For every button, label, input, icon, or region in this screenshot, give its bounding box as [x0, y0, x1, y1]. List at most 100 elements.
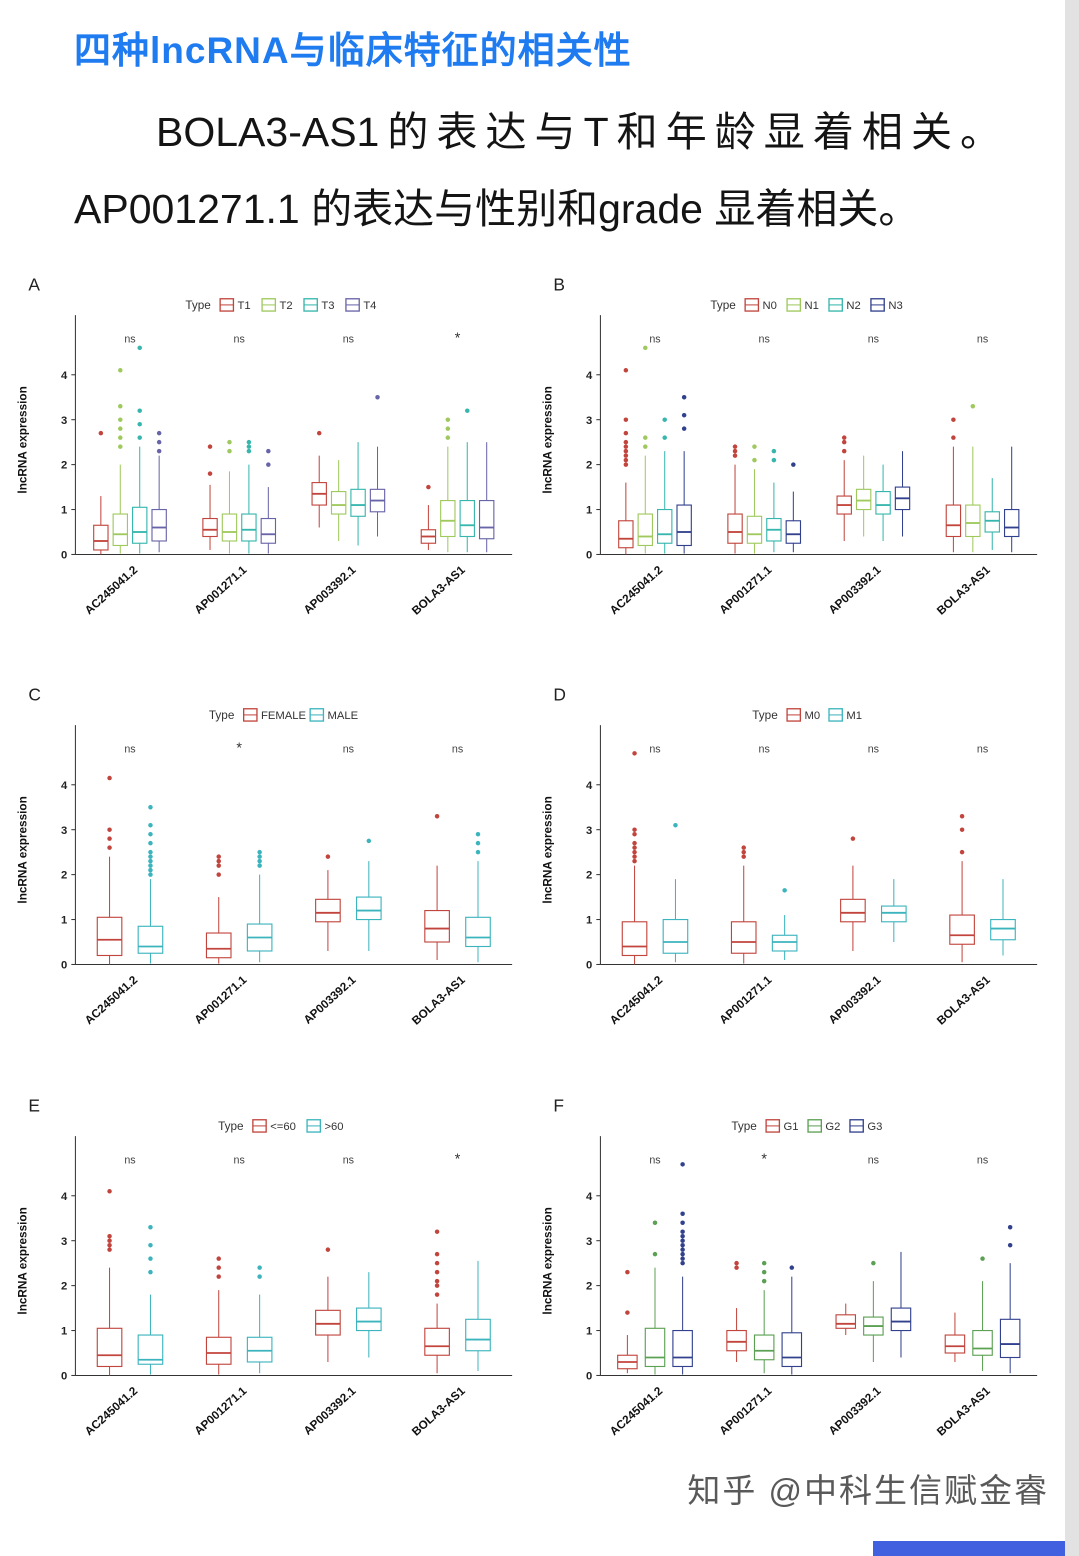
- svg-text:ns: ns: [649, 744, 660, 756]
- svg-text:lncRNA expression: lncRNA expression: [16, 1207, 29, 1314]
- svg-text:0: 0: [585, 1370, 591, 1382]
- boxplot-svg: B Type N0 N1 N2 N3 0 1 2 3 4 lncRNA expression ns AC2…: [541, 275, 1037, 618]
- svg-text:lncRNA expression: lncRNA expression: [541, 1207, 554, 1314]
- svg-text:B: B: [553, 275, 565, 295]
- svg-text:BOLA3-AS1: BOLA3-AS1: [410, 974, 469, 1029]
- svg-text:ns: ns: [343, 1154, 354, 1166]
- boxplot-svg: A Type T1 T2 T3 T4 0 1 2 3 4 lncRNA expression ns AC2…: [16, 275, 513, 618]
- boxplot-svg: D Type M0 M1 0 1 2 3 4 lncRNA expression ns AC24504…: [541, 685, 1037, 1029]
- svg-text:ns: ns: [758, 333, 769, 345]
- panel-a-boxplot: A Type T1 T2 T3 T4 0 1 2 3 4 lncRNA expression ns AC2…: [12, 264, 529, 644]
- svg-text:<=60: <=60: [270, 1121, 296, 1133]
- svg-text:M1: M1: [846, 710, 862, 722]
- svg-text:lncRNA expression: lncRNA expression: [541, 386, 554, 493]
- svg-text:AP001271.1: AP001271.1: [192, 563, 250, 617]
- svg-text:3: 3: [585, 415, 591, 427]
- svg-text:3: 3: [61, 415, 67, 427]
- svg-text:ns: ns: [343, 333, 354, 345]
- svg-text:ns: ns: [649, 1154, 660, 1166]
- svg-text:ns: ns: [234, 1154, 245, 1166]
- svg-text:1: 1: [61, 915, 67, 927]
- svg-text:A: A: [28, 275, 40, 295]
- svg-text:MALE: MALE: [328, 710, 359, 722]
- svg-text:*: *: [455, 330, 461, 346]
- svg-text:N1: N1: [804, 300, 818, 312]
- svg-text:ns: ns: [452, 744, 463, 756]
- svg-text:0: 0: [585, 550, 591, 562]
- page-title: 四种lncRNA与临床特征的相关性: [74, 30, 632, 71]
- svg-text:ns: ns: [867, 1154, 878, 1166]
- svg-text:Type: Type: [731, 1120, 757, 1133]
- svg-text:*: *: [761, 1151, 767, 1167]
- svg-text:0: 0: [61, 1370, 67, 1382]
- boxplot-svg: F Type G1 G2 G3 0 1 2 3 4 lncRNA expression ns AC245…: [541, 1096, 1037, 1439]
- svg-text:2: 2: [585, 1281, 591, 1293]
- svg-text:ns: ns: [976, 744, 987, 756]
- svg-text:1: 1: [585, 505, 591, 517]
- svg-text:G2: G2: [825, 1121, 840, 1133]
- svg-text:>60: >60: [324, 1121, 343, 1133]
- panel-d-boxplot: D Type M0 M1 0 1 2 3 4 lncRNA expression ns AC24504…: [537, 674, 1054, 1054]
- svg-text:AP003392.1: AP003392.1: [826, 563, 884, 617]
- svg-text:ns: ns: [976, 333, 987, 345]
- svg-text:*: *: [236, 741, 242, 757]
- svg-text:1: 1: [585, 1326, 591, 1338]
- svg-text:N2: N2: [846, 300, 860, 312]
- svg-text:BOLA3-AS1: BOLA3-AS1: [934, 563, 993, 618]
- svg-text:Type: Type: [752, 709, 778, 722]
- svg-text:ns: ns: [124, 333, 135, 345]
- boxplot-svg: C Type FEMALE MALE 0 1 2 3 4 lncRNA expression ns A…: [16, 685, 513, 1029]
- svg-text:AC245041.2: AC245041.2: [607, 563, 665, 617]
- svg-text:ns: ns: [867, 333, 878, 345]
- article-content: 四种lncRNA与临床特征的相关性 BOLA3-AS1的表达与T和年龄显着相关。…: [0, 0, 1079, 248]
- svg-text:N3: N3: [888, 300, 902, 312]
- svg-text:T1: T1: [238, 300, 251, 312]
- svg-text:0: 0: [61, 960, 67, 972]
- scrollbar-track[interactable]: [1065, 0, 1079, 1556]
- svg-text:lncRNA expression: lncRNA expression: [541, 797, 554, 904]
- svg-text:AP003392.1: AP003392.1: [826, 1384, 884, 1438]
- svg-text:0: 0: [585, 960, 591, 972]
- svg-text:AP001271.1: AP001271.1: [717, 1384, 775, 1438]
- svg-text:lncRNA expression: lncRNA expression: [16, 386, 29, 493]
- svg-text:AC245041.2: AC245041.2: [82, 563, 140, 617]
- svg-text:ns: ns: [124, 1154, 135, 1166]
- svg-text:3: 3: [585, 825, 591, 837]
- svg-text:BOLA3-AS1: BOLA3-AS1: [934, 974, 993, 1029]
- svg-text:4: 4: [61, 370, 68, 382]
- watermark: 知乎 @中科生信赋金睿: [687, 1472, 1049, 1509]
- svg-text:1: 1: [61, 505, 67, 517]
- svg-text:1: 1: [585, 915, 591, 927]
- svg-text:4: 4: [585, 370, 592, 382]
- svg-text:AC245041.2: AC245041.2: [607, 1384, 665, 1438]
- svg-text:4: 4: [585, 780, 592, 792]
- svg-text:ns: ns: [234, 333, 245, 345]
- svg-text:Type: Type: [185, 299, 211, 312]
- svg-text:ns: ns: [649, 333, 660, 345]
- svg-text:AC245041.2: AC245041.2: [82, 974, 140, 1028]
- figure-grid: A Type T1 T2 T3 T4 0 1 2 3 4 lncRNA expression ns AC2…: [12, 264, 1053, 1465]
- svg-text:Type: Type: [209, 709, 235, 722]
- svg-text:ns: ns: [758, 744, 769, 756]
- panel-c-boxplot: C Type FEMALE MALE 0 1 2 3 4 lncRNA expression ns A…: [12, 674, 529, 1054]
- boxplot-svg: E Type <=60 >60 0 1 2 3 4 lncRNA expression ns AC24…: [16, 1096, 513, 1439]
- svg-text:2: 2: [61, 870, 67, 882]
- svg-text:Type: Type: [710, 299, 736, 312]
- svg-text:BOLA3-AS1: BOLA3-AS1: [410, 1384, 469, 1439]
- svg-text:3: 3: [61, 825, 67, 837]
- svg-text:AP001271.1: AP001271.1: [717, 563, 775, 617]
- svg-text:E: E: [28, 1096, 40, 1116]
- svg-text:ns: ns: [867, 744, 878, 756]
- svg-text:3: 3: [585, 1236, 591, 1248]
- svg-text:AC245041.2: AC245041.2: [82, 1384, 140, 1438]
- svg-text:C: C: [28, 685, 41, 705]
- panel-b-boxplot: B Type N0 N1 N2 N3 0 1 2 3 4 lncRNA expression ns AC2…: [537, 264, 1054, 644]
- svg-text:D: D: [553, 685, 566, 705]
- body-paragraph: BOLA3-AS1的表达与T和年龄显着相关。AP001271.1 的表达与性别和…: [74, 109, 1001, 232]
- bottom-banner-fragment: [873, 1541, 1065, 1556]
- svg-text:G1: G1: [783, 1121, 798, 1133]
- svg-text:ns: ns: [124, 744, 135, 756]
- svg-text:Type: Type: [218, 1120, 244, 1133]
- svg-text:2: 2: [585, 460, 591, 472]
